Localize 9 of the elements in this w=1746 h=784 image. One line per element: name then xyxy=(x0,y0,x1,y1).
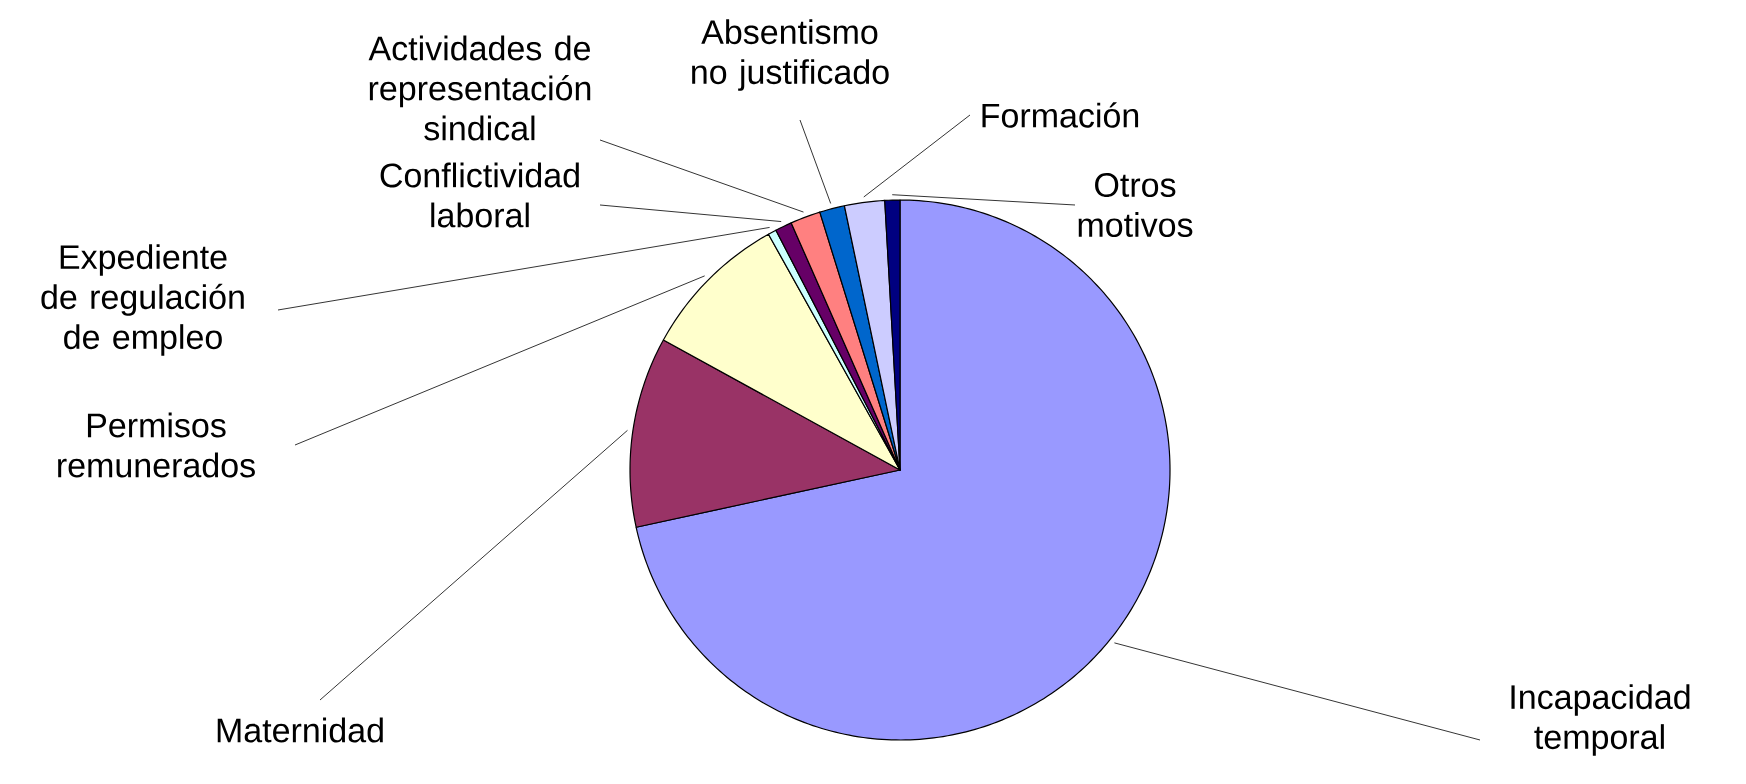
slice-label: Actividades de representación sindical xyxy=(368,35,591,141)
slice-label: Conflictividad laboral xyxy=(380,162,579,228)
slice-label: Expediente de regulación de empleo xyxy=(41,244,244,356)
slice-label: Permisos remunerados xyxy=(58,412,255,478)
slice-label: Formación xyxy=(982,102,1139,128)
slice-label: Otros motivos xyxy=(1078,172,1193,238)
slice-label: Absentismo no justificado xyxy=(692,19,889,91)
slice-label: Maternidad xyxy=(217,717,383,743)
slice-label: Incapacidad temporal xyxy=(1511,684,1690,756)
